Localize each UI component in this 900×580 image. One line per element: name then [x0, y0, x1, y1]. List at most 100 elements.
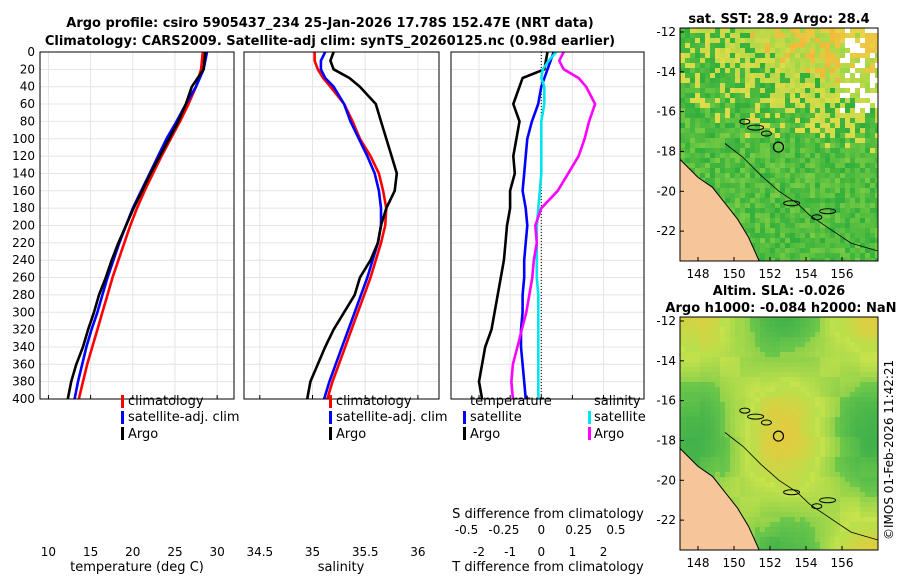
sst-map-cell [685, 28, 691, 34]
sst-map-cell [750, 233, 756, 239]
sla-map-cell [875, 507, 878, 513]
sst-map-cell [850, 73, 856, 79]
sla-map-cell [690, 382, 696, 388]
sst-map-cell [850, 178, 856, 184]
sla-map-cell [870, 422, 876, 428]
sla-map-cell [835, 337, 841, 343]
sla-map-cell [830, 447, 836, 453]
sst-map-cell [740, 58, 746, 64]
sst-map-cell [720, 63, 726, 69]
sla-map-cell [770, 547, 776, 550]
depth-tick-label: 220 [12, 236, 35, 250]
sst-map-cell [850, 118, 856, 124]
sla-map-cell [875, 332, 878, 338]
sla-map-cell [685, 442, 691, 448]
sst-map-cell [845, 218, 851, 224]
sla-map-cell [680, 322, 686, 328]
sla-map-cell [770, 402, 776, 408]
sst-map-cell [800, 123, 806, 129]
sla-map-cell [780, 417, 786, 423]
sst-map-cell [855, 88, 861, 94]
sla-map-cell [875, 487, 878, 493]
sst-map-cell [800, 108, 806, 114]
sla-map-cell [730, 322, 736, 328]
sst-map-cell [860, 173, 866, 179]
sst-map-cell [820, 193, 826, 199]
sst-map-cell [760, 183, 766, 189]
sst-map-cell [845, 28, 851, 34]
sst-map-cell [855, 238, 861, 244]
sla-map-cell [730, 342, 736, 348]
sst-map-cell [865, 253, 871, 259]
sst-map-cell [850, 258, 856, 261]
sst-map-cell [765, 173, 771, 179]
sst-map-cell [850, 93, 856, 99]
sla-map-cell [755, 342, 761, 348]
sst-map-cell [755, 173, 761, 179]
sla-map-cell [800, 372, 806, 378]
sst-map-cell [765, 178, 771, 184]
sla-map-cell [770, 377, 776, 383]
sst-map-cell [765, 63, 771, 69]
sla-map-cell [855, 542, 861, 548]
sla-map-cell [840, 457, 846, 463]
temperature-x-axis: 10 15 20 25 30 [41, 395, 225, 559]
sst-map-cell [825, 253, 831, 259]
sst-map-cell [770, 63, 776, 69]
sla-map-cell [860, 447, 866, 453]
sst-map-cell [685, 153, 691, 159]
sla-map-cell [830, 342, 836, 348]
sla-map-cell [840, 367, 846, 373]
sst-map-cell [740, 143, 746, 149]
sst-map-cell [775, 28, 781, 34]
sst-map-cell [875, 123, 878, 129]
depth-tick-label: 300 [12, 305, 35, 319]
sst-map-cell [870, 118, 876, 124]
sla-map-cell [850, 497, 856, 503]
sst-map-cell [770, 258, 776, 261]
sla-map-cell [860, 397, 866, 403]
sst-map-cell [775, 63, 781, 69]
sla-map-cell [855, 492, 861, 498]
sla-map-cell [765, 452, 771, 458]
sst-map-cell [860, 153, 866, 159]
sst-map-cell [735, 83, 741, 89]
sla-map-cell [735, 417, 741, 423]
sla-map-cell [820, 487, 826, 493]
sst-map-cell [840, 98, 846, 104]
sla-map-cell [820, 367, 826, 373]
sst-map-xtick-label: 156 [831, 267, 854, 281]
sla-map-cell [775, 517, 781, 523]
sla-map-cell [695, 337, 701, 343]
sla-map-cell [690, 322, 696, 328]
sla-map-cell [860, 367, 866, 373]
sst-map-cell [685, 108, 691, 114]
sla-map-cell [680, 427, 686, 433]
sla-map-cell [850, 417, 856, 423]
sst-map-cell [720, 88, 726, 94]
sla-map-cell [765, 367, 771, 373]
sla-map-cell [700, 372, 706, 378]
sla-map-cell [810, 482, 816, 488]
sla-map-reef [760, 419, 772, 426]
sst-map-cell [800, 148, 806, 154]
sla-map-cell [730, 337, 736, 343]
sla-map-cell [745, 442, 751, 448]
sla-map-cell [735, 472, 741, 478]
sst-map-cell [865, 188, 871, 194]
sst-map-cell [825, 98, 831, 104]
sla-map-cell [700, 462, 706, 468]
sla-map-cell [790, 322, 796, 328]
sst-map-cell [800, 83, 806, 89]
sst-map-cell [860, 143, 866, 149]
sla-map-cell [795, 377, 801, 383]
sla-map-ytick-label: -18 [656, 433, 676, 447]
sst-map-cell [805, 248, 811, 254]
sla-map-cell [805, 357, 811, 363]
sla-map-cell [825, 442, 831, 448]
sla-map-cell [850, 392, 856, 398]
sla-map-cell [715, 372, 721, 378]
sst-map-cell [745, 123, 751, 129]
sst-map-cell [770, 218, 776, 224]
sla-map-cell [830, 512, 836, 518]
